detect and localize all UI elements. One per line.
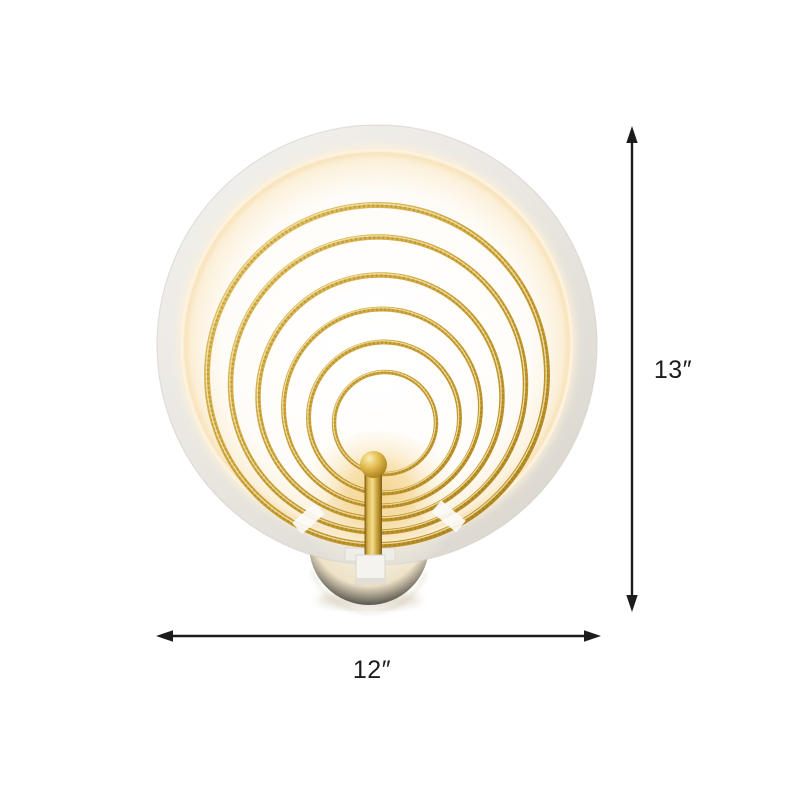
- arrowhead-right-icon: [584, 630, 601, 642]
- rod-bracket: [355, 554, 386, 585]
- arrowhead-up-icon: [626, 126, 638, 143]
- ring-clip-right: [431, 500, 466, 533]
- mounting-rod: [364, 470, 382, 562]
- width-label: 12″: [353, 656, 391, 684]
- ring-clip-left: [292, 502, 325, 534]
- gold-ring-6: [331, 369, 439, 477]
- height-dimension: 13″: [626, 126, 692, 612]
- arrowhead-down-icon: [626, 595, 638, 612]
- height-label: 13″: [654, 356, 692, 384]
- gold-ring-5: [306, 339, 462, 496]
- width-dimension: 12″: [156, 630, 601, 684]
- gold-rings-group: [204, 202, 550, 548]
- rod-finial-ball: [360, 451, 387, 478]
- arrowhead-left-icon: [156, 630, 173, 642]
